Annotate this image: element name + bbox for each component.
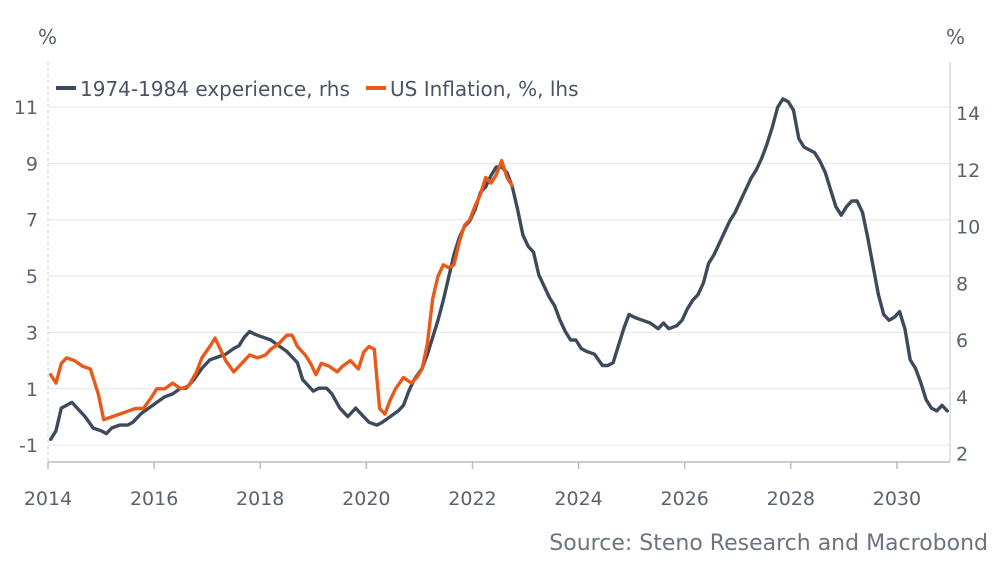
left-axis-unit: %: [38, 25, 57, 49]
gridlines: [48, 106, 950, 446]
x-tick-label: 2024: [554, 488, 602, 510]
left-tick-label: 3: [26, 322, 38, 344]
left-tick-label: 9: [26, 153, 38, 175]
series-line-experience: [49, 97, 949, 441]
left-tick-label: 1: [26, 379, 38, 401]
right-tick-label: 12: [956, 160, 980, 182]
x-tick-label: 2028: [767, 488, 815, 510]
right-tick-label: 8: [956, 273, 968, 295]
left-tick-label: 5: [26, 266, 38, 288]
legend-label-inflation: US Inflation, %, lhs: [390, 77, 579, 101]
left-tick-label: 7: [26, 210, 38, 232]
series-line-inflation: [49, 158, 514, 422]
left-tick-label: -1: [19, 435, 38, 457]
right-axis-unit: %: [946, 25, 965, 49]
x-tick-label: 2022: [448, 488, 496, 510]
x-tick-label: 2014: [24, 488, 72, 510]
left-tick-label: 11: [14, 97, 38, 119]
x-tick-label: 2018: [236, 488, 284, 510]
x-tick-label: 2020: [342, 488, 390, 510]
series-layer: [49, 97, 949, 441]
axes: -1 1 3 5 7 9 11 2 4 6 8 10 12 14 2014 2016 2018 2020 2022 2…: [14, 62, 980, 510]
x-tick-label: 2026: [661, 488, 709, 510]
x-tick-label: 2030: [873, 488, 921, 510]
right-tick-label: 6: [956, 330, 968, 352]
right-tick-label: 14: [956, 103, 980, 125]
right-tick-label: 10: [956, 217, 980, 239]
legend-label-experience: 1974-1984 experience, rhs: [80, 77, 350, 101]
x-tick-label: 2016: [130, 488, 178, 510]
source-note: Source: Steno Research and Macrobond: [549, 531, 988, 556]
right-tick-label: 2: [956, 443, 968, 465]
right-tick-label: 4: [956, 387, 968, 409]
legend: 1974-1984 experience, rhs US Inflation, …: [56, 77, 579, 101]
